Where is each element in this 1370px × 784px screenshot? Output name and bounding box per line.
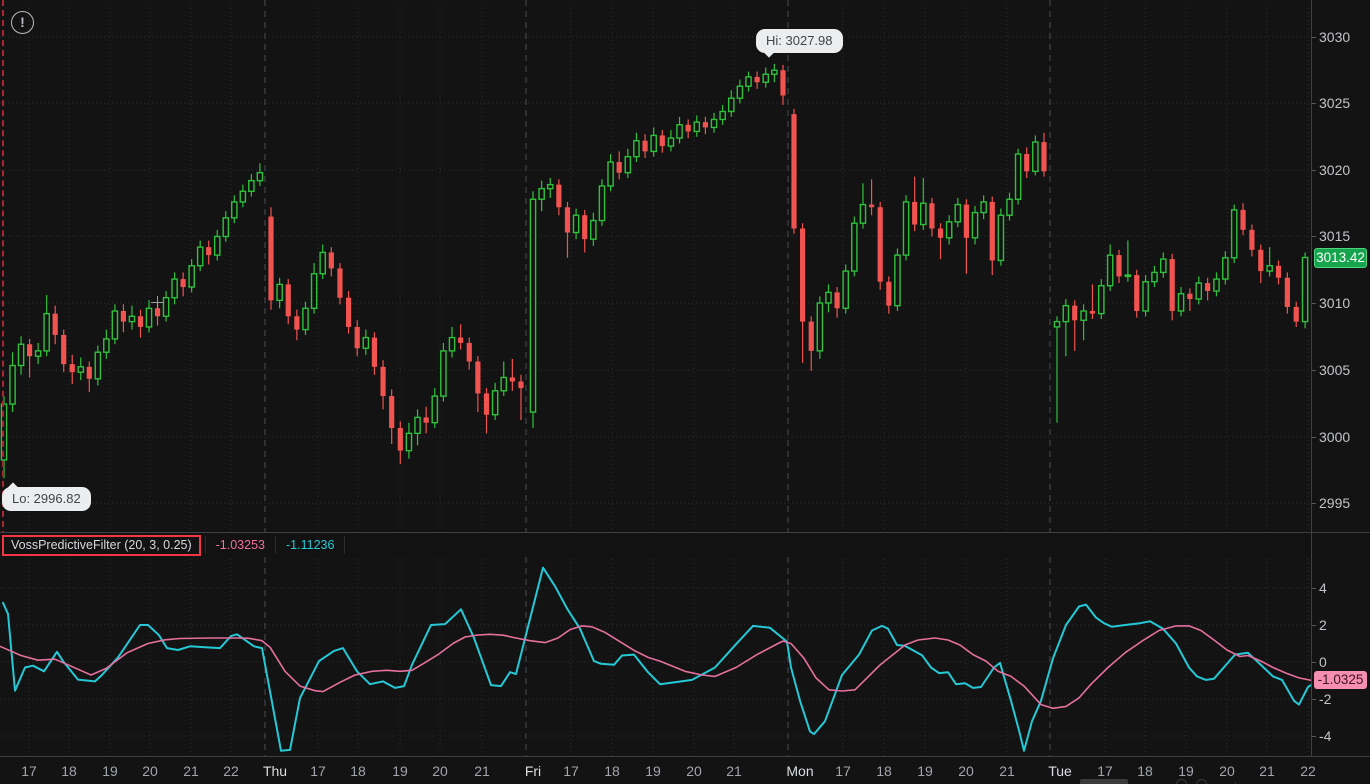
time-label-hour: 21 bbox=[726, 763, 742, 779]
time-label-hour: 22 bbox=[223, 763, 239, 779]
time-label-hour: 20 bbox=[686, 763, 702, 779]
axis-tick-label: 0 bbox=[1319, 654, 1327, 670]
axis-tick-label: -4 bbox=[1319, 728, 1332, 744]
time-label-day: Fri bbox=[524, 763, 542, 779]
axis-tick-label: 4 bbox=[1319, 580, 1327, 596]
indicator-voss-value: -1.11236 bbox=[276, 536, 346, 554]
time-label-hour: 20 bbox=[142, 763, 158, 779]
pane-separator[interactable] bbox=[0, 532, 1370, 533]
time-label-hour: 19 bbox=[392, 763, 408, 779]
time-label-hour: 19 bbox=[102, 763, 118, 779]
time-label-hour: 20 bbox=[1219, 763, 1235, 779]
last-price-badge: 3013.42 bbox=[1314, 248, 1367, 268]
time-label-hour: 20 bbox=[958, 763, 974, 779]
low-tooltip-text: Lo: 2996.82 bbox=[12, 491, 81, 506]
indicator-filter-value: -1.03253 bbox=[204, 536, 276, 554]
time-label-hour: 19 bbox=[645, 763, 661, 779]
time-label-hour: 18 bbox=[61, 763, 77, 779]
data-start-line bbox=[2, 0, 4, 557]
time-label-hour: 21 bbox=[999, 763, 1015, 779]
axis-tick-label: 3010 bbox=[1319, 295, 1351, 311]
time-axis[interactable]: 17 18 19 20 21 22 17 18 19 20 21 17 18 19 20 21 17 18 19 20… bbox=[0, 756, 1370, 784]
time-label-hour: 21 bbox=[1259, 763, 1275, 779]
time-label-hour: 17 bbox=[310, 763, 326, 779]
axis-tick-label: 2995 bbox=[1319, 495, 1351, 511]
time-label-hour: 18 bbox=[876, 763, 892, 779]
price-axis[interactable]: 3013.42 -1.0325 3030 3025 3020 3015 3010 3005… bbox=[1311, 0, 1370, 756]
time-label-hour: 17 bbox=[1097, 763, 1113, 779]
axis-tick-label: 3000 bbox=[1319, 429, 1351, 445]
axis-tick-label: 3020 bbox=[1319, 162, 1351, 178]
plus-icon[interactable]: + bbox=[1232, 778, 1239, 784]
axis-tick-label: -2 bbox=[1319, 691, 1332, 707]
time-label-day: Mon bbox=[786, 763, 814, 779]
time-label-hour: 17 bbox=[21, 763, 37, 779]
indicator-value-badge: -1.0325 bbox=[1314, 671, 1367, 689]
info-icon[interactable]: ! bbox=[11, 11, 34, 34]
time-label-day: Tue bbox=[1048, 763, 1072, 779]
time-label-hour: 18 bbox=[350, 763, 366, 779]
time-label-hour: 22 bbox=[1300, 763, 1316, 779]
indicator-name[interactable]: VossPredictiveFilter (20, 3, 0.25) bbox=[2, 534, 201, 556]
time-label-hour: 21 bbox=[183, 763, 199, 779]
low-tooltip: Lo: 2996.82 bbox=[2, 482, 91, 511]
time-label-day: Thu bbox=[262, 763, 288, 779]
time-label-hour: 18 bbox=[604, 763, 620, 779]
axis-tick-label: 3030 bbox=[1319, 29, 1351, 45]
time-label-hour: 19 bbox=[1178, 763, 1194, 779]
oscillator-chart[interactable] bbox=[0, 557, 1311, 756]
bottom-toolbar-peek: + bbox=[0, 777, 1370, 784]
time-label-hour: 20 bbox=[432, 763, 448, 779]
high-tooltip: Hi: 3027.98 bbox=[756, 29, 843, 58]
time-label-hour: 17 bbox=[563, 763, 579, 779]
axis-tick-label: 3025 bbox=[1319, 95, 1351, 111]
high-tooltip-text: Hi: 3027.98 bbox=[766, 33, 833, 48]
clock-icon[interactable] bbox=[1176, 779, 1187, 784]
axis-tick-label: 2 bbox=[1319, 617, 1327, 633]
candlestick-chart[interactable] bbox=[0, 0, 1311, 532]
axis-tick-label: 3005 bbox=[1319, 362, 1351, 378]
time-label-hour: 18 bbox=[1137, 763, 1153, 779]
price-pane[interactable] bbox=[0, 0, 1311, 532]
time-label-hour: 19 bbox=[917, 763, 933, 779]
circle-icon[interactable] bbox=[1196, 779, 1207, 784]
indicator-legend: VossPredictiveFilter (20, 3, 0.25) -1.03… bbox=[0, 533, 1311, 557]
toolbar-bar bbox=[1080, 779, 1128, 784]
time-label-hour: 21 bbox=[474, 763, 490, 779]
axis-tick-label: 3015 bbox=[1319, 228, 1351, 244]
time-label-hour: 17 bbox=[835, 763, 851, 779]
indicator-pane[interactable] bbox=[0, 557, 1311, 756]
